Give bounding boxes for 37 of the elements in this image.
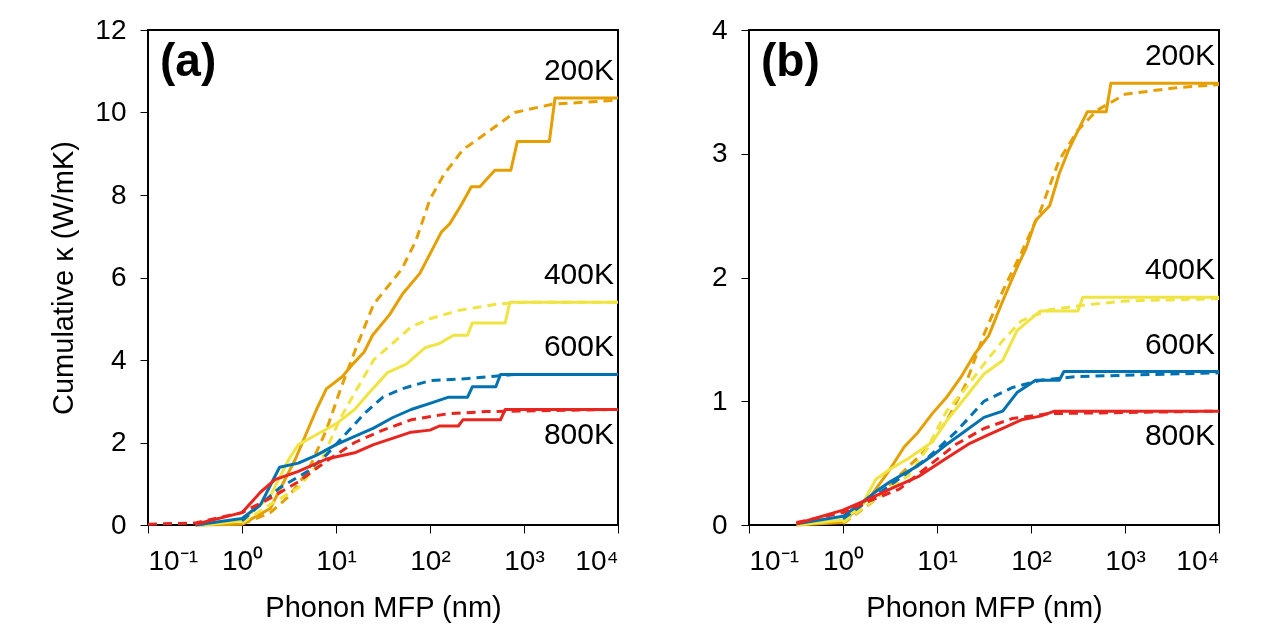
annotation: (b) — [761, 34, 820, 86]
y-tick-label: 12 — [95, 13, 127, 45]
y-tick-label: 0 — [711, 508, 728, 540]
x-tick-label: 10⁰ — [822, 544, 865, 576]
series-label: 400K — [543, 257, 614, 291]
x-tick-label: 10⁴ — [575, 544, 619, 576]
x-tick-label: 10⁰ — [221, 544, 264, 576]
series-label: 600K — [1144, 326, 1215, 360]
y-tick-label: 10 — [95, 96, 127, 127]
y-tick-label: 3 — [711, 137, 728, 169]
series-label: 400K — [1144, 252, 1215, 286]
y-tick-label: 2 — [711, 261, 728, 292]
series-label: 800K — [1144, 418, 1215, 452]
x-axis-title: Phonon MFP (nm) — [866, 590, 1103, 623]
annotation: (a) — [160, 34, 217, 86]
y-tick-label: 4 — [110, 343, 127, 375]
series-label: 200K — [543, 53, 614, 87]
y-tick-label: 0 — [110, 508, 127, 540]
x-tick-label: 10³ — [504, 544, 545, 576]
series-label: 600K — [543, 329, 614, 363]
x-tick-label: 10¹ — [917, 544, 958, 576]
x-tick-label: 10³ — [1105, 544, 1146, 576]
x-axis-title: Phonon MFP (nm) — [265, 590, 502, 623]
series-label: 200K — [1144, 38, 1215, 72]
y-tick-label: 4 — [711, 13, 728, 45]
y-tick-label: 8 — [110, 178, 127, 210]
y-tick-label: 1 — [711, 384, 728, 416]
x-tick-label: 10⁻¹ — [749, 544, 799, 576]
x-tick-label: 10² — [410, 544, 451, 576]
y-tick-label: 2 — [110, 426, 127, 457]
y-axis-title: Cumulative κ (W/mK) — [47, 141, 80, 415]
x-tick-label: 10⁻¹ — [148, 544, 198, 576]
x-tick-label: 10⁴ — [1176, 544, 1220, 576]
series-label: 800K — [543, 416, 614, 450]
x-tick-label: 10¹ — [316, 544, 357, 576]
x-tick-label: 10² — [1011, 544, 1052, 576]
y-tick-label: 6 — [110, 261, 127, 292]
